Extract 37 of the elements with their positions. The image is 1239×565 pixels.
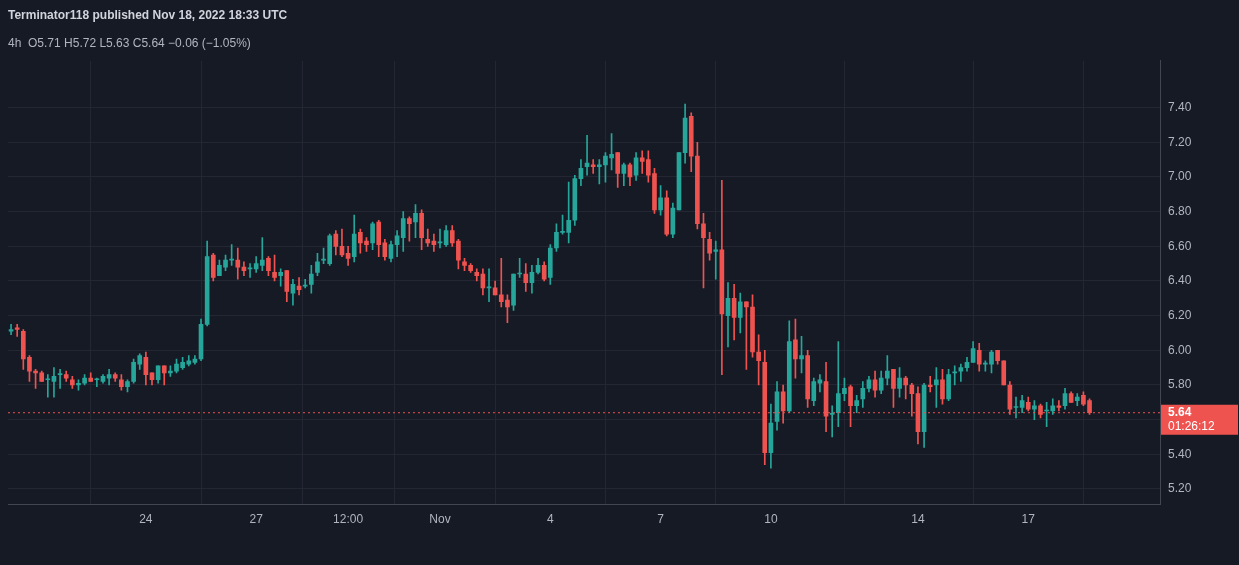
text: 01:26:12 (1168, 419, 1216, 434)
x-tick-label: 4 (546, 512, 554, 527)
y-tick-label: 5.80 (1168, 377, 1192, 392)
y-tick-label: 7.20 (1168, 134, 1192, 149)
chart-title: Terminator118 published Nov 18, 2022 18:33 UTC (8, 7, 288, 22)
candlestick (713, 240, 719, 280)
x-tick-label: Nov (429, 512, 451, 527)
x-tick-label: 10 (764, 512, 778, 527)
candlestick (94, 377, 100, 388)
x-tick-label: 27 (249, 512, 264, 527)
y-tick-label: 7.40 (1168, 99, 1192, 114)
y-tick-label: 6.00 (1168, 342, 1192, 357)
candlestick (829, 405, 835, 438)
x-tick-label: 14 (911, 512, 925, 527)
y-tick-label: 5.40 (1168, 446, 1192, 461)
ref-line-label: 5.64 (1168, 405, 1192, 420)
x-tick-label: 7 (657, 512, 665, 527)
candlestick (1013, 396, 1019, 419)
candlestick (57, 369, 63, 389)
y-tick-label: 6.20 (1168, 307, 1192, 322)
candlestick (590, 159, 596, 174)
candlestick (14, 323, 20, 337)
x-tick-label: 17 (1021, 512, 1036, 527)
y-tick-label: 6.80 (1168, 203, 1192, 218)
candlestick (235, 247, 241, 280)
candlestick (884, 355, 890, 386)
candlestick (927, 375, 933, 393)
x-tick-label: 12:00 (333, 512, 364, 527)
y-tick-label: 6.60 (1168, 238, 1192, 253)
x-tick-label: 24 (139, 512, 153, 527)
candlestick (425, 228, 431, 247)
y-tick-label: 7.00 (1168, 169, 1192, 184)
candlestick (437, 228, 443, 249)
y-tick-label: 6.40 (1168, 273, 1192, 288)
candlestick (45, 374, 51, 398)
y-tick-label: 5.20 (1168, 481, 1192, 496)
chart-subtitle: 4h O5.71 H5.72 L5.63 C5.64 −0.06 (−1.05%) (8, 35, 251, 50)
